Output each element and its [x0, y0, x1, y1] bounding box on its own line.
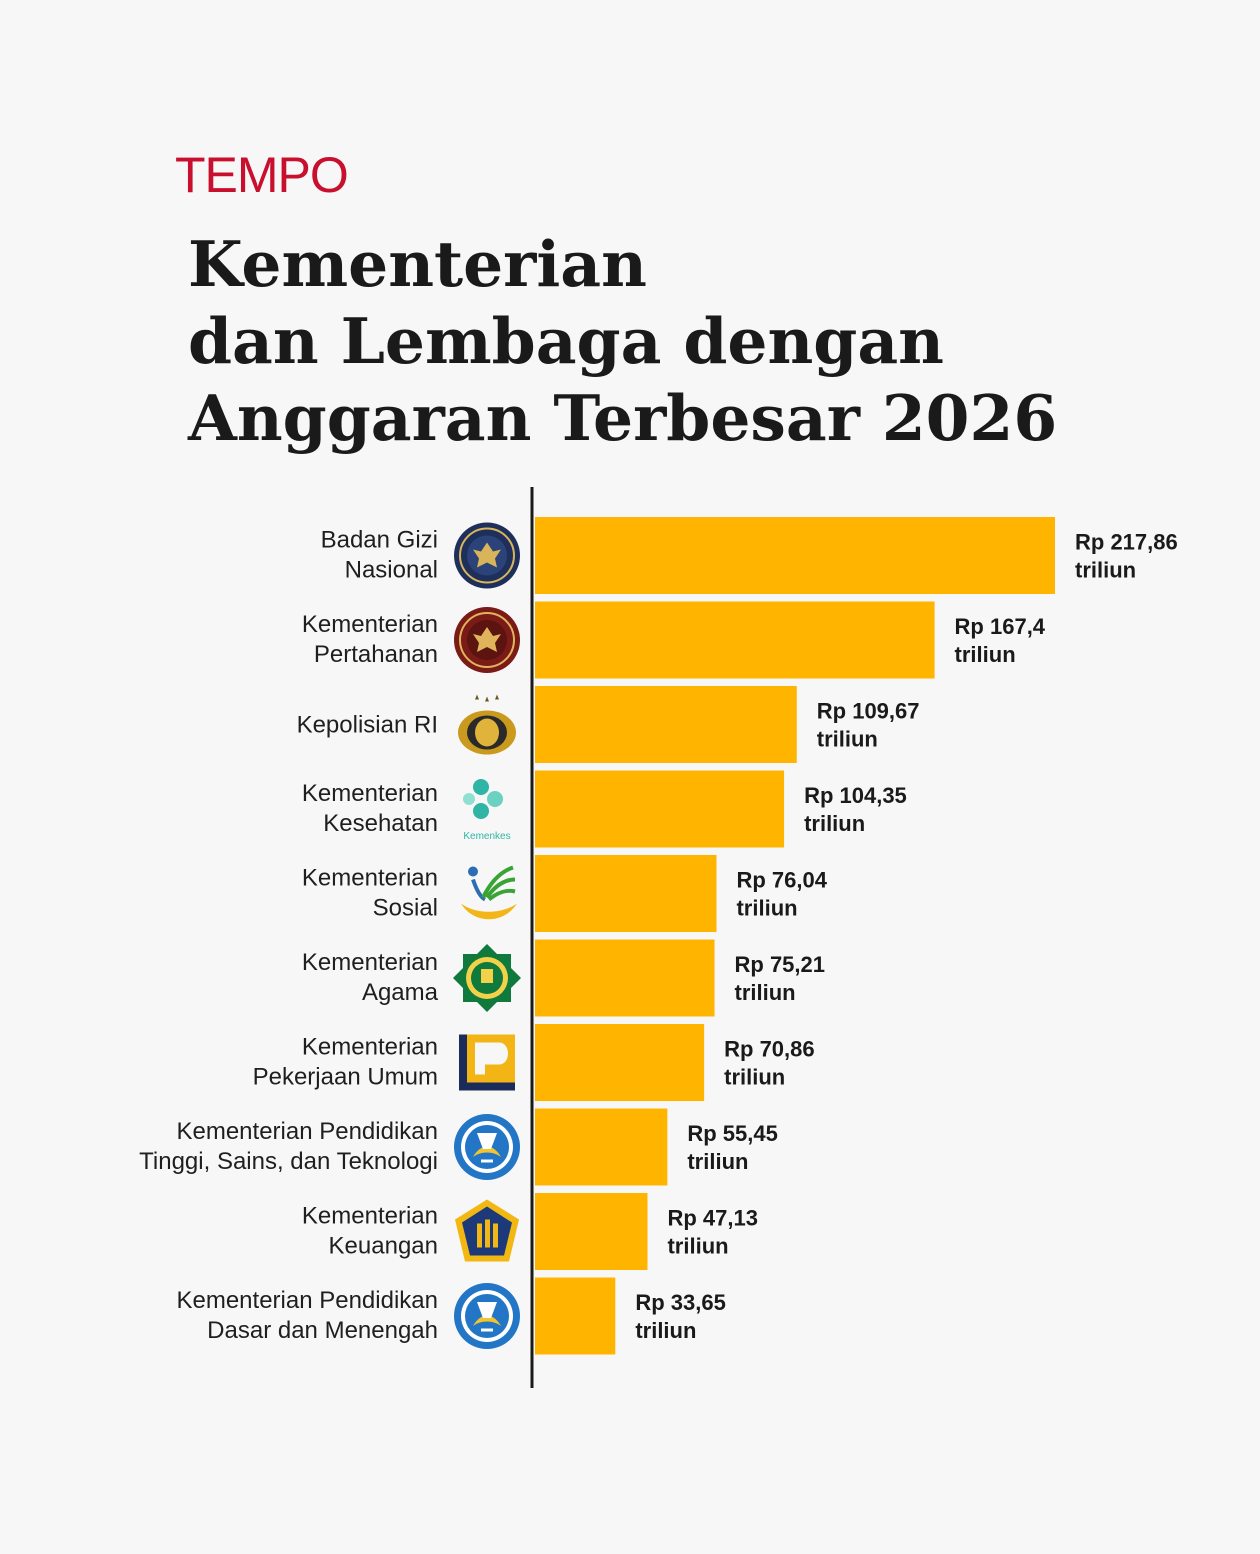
- value-label-line: triliun: [1075, 558, 1136, 583]
- kementerian-pekerjaan-umum-logo-icon: [459, 1034, 515, 1091]
- category-label: Kementerian Pendidikan Dasar dan Menengah: [176, 1287, 438, 1344]
- category-label-line: Kementerian: [302, 611, 438, 638]
- bar: [535, 855, 717, 932]
- category-label-line: Kementerian: [302, 949, 438, 976]
- kementerian-agama-logo-icon: [453, 944, 521, 1012]
- value-label-line: Rp 70,86: [724, 1037, 815, 1062]
- bar-row: Rp 33,65 triliun Kementerian Pendidikan Das…: [176, 1277, 726, 1355]
- value-label: Rp 75,21 triliun: [735, 952, 826, 1005]
- value-label: Rp 167,4 triliun: [955, 614, 1046, 667]
- bar: [535, 770, 785, 848]
- category-label-line: Kementerian: [302, 780, 438, 807]
- category-label: Kementerian Kesehatan: [302, 780, 438, 837]
- value-label-line: Rp 76,04: [736, 868, 827, 893]
- category-label: Kementerian Keuangan: [302, 1203, 438, 1260]
- category-label-line: Tinggi, Sains, dan Teknologi: [139, 1148, 438, 1175]
- bar-row: Rp 76,04 triliun Kementerian Sosial: [302, 855, 828, 932]
- category-label-line: Kementerian Pendidikan: [176, 1287, 438, 1314]
- category-label-line: Pertahanan: [314, 641, 438, 668]
- bar-row: Rp 75,21 triliun Kementerian Agama: [302, 939, 826, 1017]
- category-label-line: Kementerian: [302, 1034, 438, 1061]
- value-label-line: Rp 167,4: [955, 614, 1046, 639]
- bar-row: Rp 167,4 triliun Kementerian Pertahanan: [302, 601, 1046, 679]
- bar-row: Rp 55,45 triliun Kementerian Pendidikan Tin…: [139, 1108, 778, 1186]
- category-label: Kepolisian RI: [297, 712, 438, 739]
- kemendiktisaintek-logo-icon: [454, 1114, 520, 1180]
- category-label-line: Kementerian: [302, 1203, 438, 1230]
- category-label: Badan Gizi Nasional: [321, 527, 438, 584]
- title-line-1: Kementerian: [188, 227, 647, 301]
- title-line-2: dan Lembaga dengan: [188, 304, 944, 378]
- category-label-line: Kementerian: [302, 865, 438, 892]
- value-label: Rp 76,04 triliun: [736, 868, 827, 921]
- value-label: Rp 104,35 triliun: [804, 783, 907, 836]
- bar: [535, 939, 715, 1017]
- value-label-line: Rp 75,21: [735, 952, 826, 977]
- category-label: Kementerian Pertahanan: [302, 611, 438, 668]
- value-label-line: Rp 55,45: [687, 1121, 778, 1146]
- category-label: Kementerian Pekerjaan Umum: [253, 1034, 438, 1091]
- bar: [535, 1108, 668, 1186]
- value-label-line: Rp 217,86: [1075, 530, 1178, 555]
- value-label-line: triliun: [955, 642, 1016, 667]
- brand-logo: TEMPO: [175, 147, 349, 203]
- value-label-line: triliun: [804, 811, 865, 836]
- kementerian-keuangan-logo-icon: [455, 1199, 519, 1262]
- kepolisian-ri-logo-icon: [458, 694, 516, 755]
- value-label-line: triliun: [724, 1065, 785, 1090]
- category-label-line: Agama: [362, 979, 439, 1006]
- bar: [535, 517, 1055, 594]
- category-label-line: Nasional: [345, 557, 438, 584]
- kementerian-kesehatan-logo-icon: Kemenkes: [463, 779, 511, 842]
- value-label: Rp 109,67 triliun: [817, 699, 920, 752]
- kemenkes-logo-text: Kemenkes: [463, 831, 510, 842]
- value-label: Rp 70,86 triliun: [724, 1037, 815, 1090]
- category-label-line: Keuangan: [329, 1233, 438, 1260]
- category-label: Kementerian Pendidikan Tinggi, Sains, dan…: [139, 1118, 438, 1175]
- value-label: Rp 47,13 triliun: [667, 1206, 758, 1259]
- bar: [535, 1277, 616, 1355]
- category-label-line: Pekerjaan Umum: [253, 1064, 438, 1091]
- bar-row: Rp 217,86 triliun Badan Gizi Nasional: [321, 517, 1178, 594]
- category-label: Kementerian Agama: [302, 949, 439, 1006]
- badan-gizi-nasional-logo-icon: [454, 522, 520, 589]
- value-label: Rp 55,45 triliun: [687, 1121, 778, 1174]
- title-line-3: Anggaran Terbesar 2026: [188, 381, 1058, 455]
- value-label-line: triliun: [736, 896, 797, 921]
- kemendikdasmen-logo-icon: [454, 1283, 520, 1349]
- chart-title: Kementerian dan Lembaga dengan Anggaran …: [188, 226, 1188, 457]
- category-label-line: Badan Gizi: [321, 527, 438, 554]
- value-label-line: Rp 47,13: [667, 1206, 758, 1231]
- bar-row: Rp 70,86 triliun Kementerian Pekerjaan Umum: [253, 1024, 815, 1101]
- category-label-line: Sosial: [373, 895, 438, 922]
- kementerian-pertahanan-logo-icon: [454, 607, 520, 673]
- category-label-line: Dasar dan Menengah: [207, 1317, 438, 1344]
- category-label: Kementerian Sosial: [302, 865, 438, 922]
- value-label-line: triliun: [635, 1318, 696, 1343]
- value-label-line: Rp 33,65: [635, 1290, 726, 1315]
- value-label-line: triliun: [817, 727, 878, 752]
- category-label-line: Kepolisian RI: [297, 712, 438, 739]
- value-label-line: triliun: [667, 1234, 728, 1259]
- value-label: Rp 217,86 triliun: [1075, 530, 1178, 583]
- kementerian-sosial-logo-icon: [461, 865, 517, 920]
- bar: [535, 1024, 705, 1101]
- value-label-line: Rp 104,35: [804, 783, 907, 808]
- bar-row: Rp 109,67 triliun Kepolisian RI: [297, 686, 920, 763]
- bar: [535, 1193, 648, 1270]
- value-label-line: triliun: [687, 1149, 748, 1174]
- bar: [535, 601, 935, 679]
- value-label: Rp 33,65 triliun: [635, 1290, 726, 1343]
- value-label-line: triliun: [735, 980, 796, 1005]
- category-label-line: Kesehatan: [323, 810, 438, 837]
- category-label-line: Kementerian Pendidikan: [176, 1118, 438, 1145]
- bar-row: Rp 47,13 triliun Kementerian Keuangan: [302, 1193, 758, 1270]
- value-label-line: Rp 109,67: [817, 699, 920, 724]
- bar: [535, 686, 797, 763]
